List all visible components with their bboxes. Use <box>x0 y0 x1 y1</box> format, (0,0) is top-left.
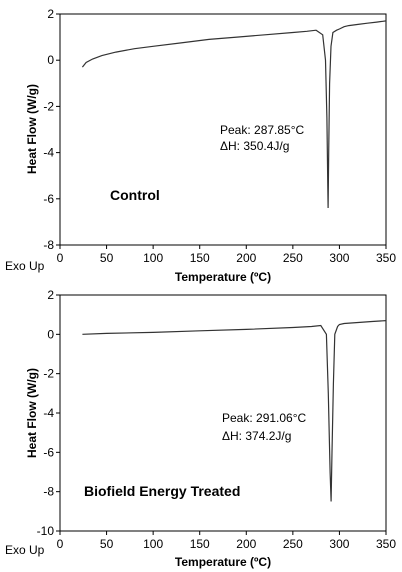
y-axis-label: Heat Flow (W/g) <box>25 368 39 458</box>
series-layer <box>82 320 387 502</box>
x-tick-label: 300 <box>329 537 349 551</box>
panel-caption: Control <box>110 187 160 203</box>
y-tick-label: -4 <box>43 146 54 160</box>
x-tick-label: 150 <box>190 251 210 265</box>
y-tick-label: -2 <box>43 99 54 113</box>
chart-control: 2 0 -2 -4 -6 -8 0 50 100 150 200 250 300 350 Peak: 2… <box>5 7 396 284</box>
x-tick-label: 50 <box>100 251 114 265</box>
y-tick-label: -10 <box>37 524 55 538</box>
y-axis-label: Heat Flow (W/g) <box>25 84 39 174</box>
series-layer <box>81 20 387 209</box>
x-tick-label: 200 <box>236 251 256 265</box>
heat-flow-line <box>82 320 387 502</box>
x-tick-label: 350 <box>376 251 396 265</box>
exo-up-label: Exo Up <box>5 259 45 273</box>
peak-annotation: Peak: 291.06°C <box>222 411 307 425</box>
y-tick-label: -6 <box>43 192 54 206</box>
x-tick-label: 0 <box>57 537 64 551</box>
y-tick-label: 2 <box>47 288 54 302</box>
peak-annotation: Peak: 287.85°C <box>220 123 305 137</box>
panel-caption: Biofield Energy Treated <box>84 483 240 499</box>
y-tick-label: 0 <box>47 53 54 67</box>
x-tick-label: 350 <box>376 537 396 551</box>
x-tick-label: 300 <box>329 251 349 265</box>
y-tick-label: 0 <box>47 327 54 341</box>
x-tick-label: 100 <box>143 537 163 551</box>
x-tick-label: 0 <box>57 251 64 265</box>
x-axis-label: Temperature (ºC) <box>175 555 271 569</box>
y-tick-label: -2 <box>43 367 54 381</box>
exo-up-label: Exo Up <box>5 543 45 557</box>
x-tick-label: 100 <box>143 251 163 265</box>
y-tick-label: -6 <box>43 445 54 459</box>
y-tick-label: -4 <box>43 406 54 420</box>
y-tick-label: 2 <box>47 7 54 21</box>
plot-frame <box>59 13 387 246</box>
x-axis-label: Temperature (ºC) <box>175 270 271 284</box>
heat-flow-line <box>81 20 387 209</box>
y-tick-label: -8 <box>43 485 54 499</box>
enthalpy-annotation: ΔH: 350.4J/g <box>220 139 289 153</box>
x-tick-label: 50 <box>100 537 114 551</box>
x-tick-label: 250 <box>283 251 303 265</box>
chart-biofield-treated: 2 0 -2 -4 -6 -8 -10 0 50 100 150 200 250 300 350 Peak… <box>5 288 396 569</box>
x-axis: 0 50 100 150 200 250 300 350 <box>57 245 396 265</box>
x-tick-label: 200 <box>236 537 256 551</box>
y-axis: 2 0 -2 -4 -6 -8 -10 <box>37 288 60 538</box>
y-tick-label: -8 <box>43 238 54 252</box>
y-axis: 2 0 -2 -4 -6 -8 <box>43 7 60 252</box>
x-axis: 0 50 100 150 200 250 300 350 <box>57 531 396 551</box>
x-tick-label: 250 <box>283 537 303 551</box>
x-tick-label: 150 <box>190 537 210 551</box>
enthalpy-annotation: ΔH: 374.2J/g <box>222 429 291 443</box>
